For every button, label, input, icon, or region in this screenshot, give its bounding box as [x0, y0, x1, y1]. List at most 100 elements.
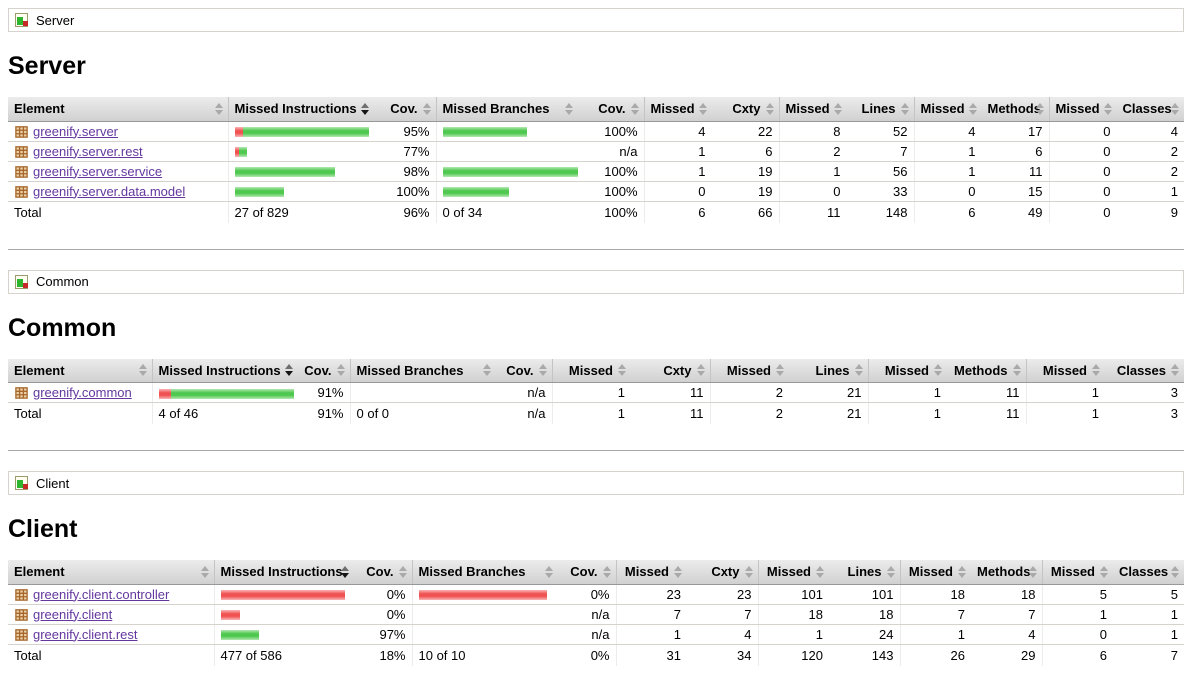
sort-arrows-icon: [765, 102, 775, 115]
column-header-classes[interactable]: Classes: [1105, 358, 1184, 383]
covered-bar-segment: [234, 167, 335, 178]
covered-bar-segment: [234, 187, 284, 198]
column-header-missed-cxty[interactable]: Missed: [615, 560, 687, 585]
sort-arrows-icon: [630, 102, 640, 115]
covered-bar-segment: [442, 127, 527, 138]
column-header-branch-coverage[interactable]: Cov.: [496, 358, 552, 383]
cell-methods: 7: [971, 604, 1042, 625]
column-header-instruction-coverage[interactable]: Cov.: [354, 560, 412, 585]
package-row: greenify.client.rest 97% n/a 1 4 1 24 1 …: [8, 624, 1184, 645]
total-methods: 29: [1021, 647, 1036, 663]
column-header-classes[interactable]: Classes: [1113, 560, 1184, 585]
cell-methods: 17: [981, 121, 1049, 142]
column-header-missed-classes[interactable]: Missed: [1048, 97, 1117, 122]
column-header-instruction-coverage[interactable]: Cov.: [298, 358, 350, 383]
coverage-bar: [442, 184, 509, 199]
total-classes: 3: [1170, 406, 1178, 421]
coverage-bar: [234, 164, 335, 179]
package-link[interactable]: greenify.client: [33, 606, 113, 622]
column-header-missed-instructions[interactable]: Missed Instructions: [213, 560, 354, 585]
package-link[interactable]: greenify.server.data.model: [33, 183, 186, 199]
cell-missed-classes: 0: [1048, 121, 1117, 142]
coverage-bar: [220, 627, 259, 642]
cell-methods: 11: [981, 161, 1049, 182]
cell-cxty: 19: [711, 181, 779, 202]
cell-missed-lines: 101: [757, 584, 829, 605]
coverage-bar: [220, 607, 240, 622]
sort-arrows-icon: [886, 565, 896, 578]
branch-coverage-bar-cell: [411, 624, 558, 645]
column-header-element[interactable]: Element: [8, 97, 228, 122]
branch-coverage-bar-cell: [435, 161, 578, 182]
package-icon: [15, 125, 28, 138]
cell-missed-methods: 7: [899, 604, 971, 625]
package-link[interactable]: greenify.server.rest: [33, 143, 143, 159]
column-header-lines[interactable]: Lines: [829, 560, 900, 585]
sort-arrows-icon: [285, 364, 294, 377]
column-header-missed-instructions[interactable]: Missed Instructions: [151, 358, 298, 383]
missed-bar-segment: [234, 147, 239, 158]
cell-classes: 2: [1116, 141, 1184, 162]
column-header-missed-methods[interactable]: Missed: [867, 358, 947, 383]
cell-classes: 1: [1116, 181, 1184, 202]
cell-missed-cxty: 4: [643, 121, 712, 142]
column-header-missed-cxty[interactable]: Missed: [643, 97, 712, 122]
covered-bar-segment: [220, 630, 259, 641]
column-header-lines[interactable]: Lines: [846, 97, 914, 122]
instruction-coverage-value: 100%: [374, 181, 436, 202]
branch-coverage-value: 0%: [558, 584, 616, 605]
column-header-cxty[interactable]: Cxty: [631, 358, 710, 383]
package-link[interactable]: greenify.common: [33, 385, 132, 400]
package-row: greenify.client 0% n/a 7 7 18 18 7 7 1 1: [8, 604, 1184, 625]
column-header-missed-branches[interactable]: Missed Branches: [435, 97, 578, 122]
cell-methods: 18: [971, 584, 1042, 605]
column-header-missed-classes[interactable]: Missed: [1025, 358, 1105, 383]
column-header-missed-lines[interactable]: Missed: [709, 358, 789, 383]
total-classes: 9: [1170, 204, 1178, 220]
column-header-cxty[interactable]: Cxty: [711, 97, 779, 122]
column-header-missed-classes[interactable]: Missed: [1041, 560, 1113, 585]
column-header-missed-lines[interactable]: Missed: [757, 560, 829, 585]
column-header-instruction-coverage[interactable]: Cov.: [374, 97, 436, 122]
package-link[interactable]: greenify.client.controller: [33, 586, 170, 602]
coverage-bar: [220, 587, 345, 602]
instruction-coverage-bar-cell: [227, 141, 374, 162]
column-header-branch-coverage[interactable]: Cov.: [558, 560, 616, 585]
package-link[interactable]: greenify.client.rest: [33, 626, 138, 642]
column-header-cxty[interactable]: Cxty: [687, 560, 758, 585]
instruction-coverage-bar-cell: [213, 604, 354, 625]
cell-missed-cxty: 0: [643, 181, 712, 202]
cell-missed-lines: 18: [757, 604, 829, 625]
package-cell: greenify.server: [8, 121, 228, 142]
column-header-lines[interactable]: Lines: [789, 358, 868, 383]
column-header-missed-branches[interactable]: Missed Branches: [349, 358, 496, 383]
coverage-bar: [234, 124, 369, 139]
column-header-classes[interactable]: Classes: [1116, 97, 1184, 122]
column-header-missed-branches[interactable]: Missed Branches: [411, 560, 558, 585]
column-header-element[interactable]: Element: [8, 358, 152, 383]
coverage-bar: [234, 144, 247, 159]
column-header-methods[interactable]: Methods: [947, 358, 1026, 383]
package-cell: greenify.client: [8, 604, 214, 625]
column-header-missed-methods[interactable]: Missed: [913, 97, 982, 122]
column-header-missed-methods[interactable]: Missed: [899, 560, 971, 585]
package-link[interactable]: greenify.server: [33, 123, 119, 139]
column-header-missed-instructions[interactable]: Missed Instructions: [227, 97, 374, 122]
cell-cxty: 6: [711, 141, 779, 162]
column-header-methods[interactable]: Methods: [981, 97, 1049, 122]
total-instructions: 27 of 829: [227, 201, 374, 223]
column-header-element[interactable]: Element: [8, 560, 214, 585]
column-header-branch-coverage[interactable]: Cov.: [578, 97, 644, 122]
package-row: greenify.server 95% 100% 4 22 8 52 4 17 …: [8, 121, 1184, 142]
column-header-missed-lines[interactable]: Missed: [778, 97, 847, 122]
total-cxty: 66: [758, 204, 773, 220]
column-header-methods[interactable]: Methods: [971, 560, 1042, 585]
coverage-bar: [442, 124, 527, 139]
column-header-missed-cxty[interactable]: Missed: [551, 358, 631, 383]
covered-bar-segment: [442, 187, 509, 198]
cell-lines: 24: [829, 624, 900, 645]
coverage-bar: [418, 587, 547, 602]
total-branch-coverage: n/a: [527, 406, 546, 421]
package-link[interactable]: greenify.server.service: [33, 163, 163, 179]
sort-arrows-icon: [361, 102, 370, 115]
